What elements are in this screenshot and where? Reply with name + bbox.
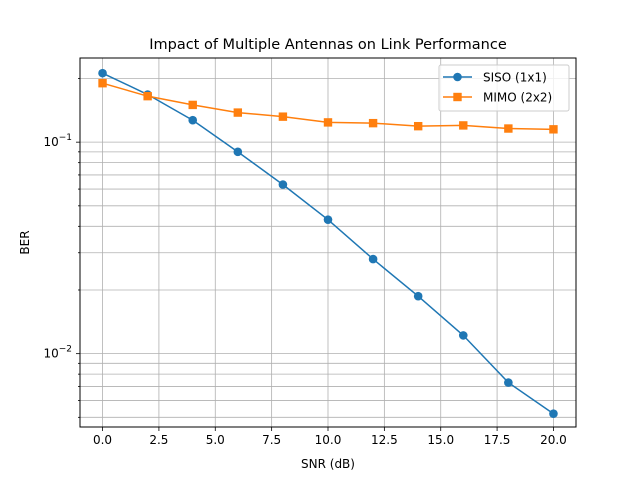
legend: SISO (1x1) MIMO (2x2) bbox=[438, 64, 570, 112]
plot-lines bbox=[98, 68, 558, 419]
x-tick-label: 15.0 bbox=[427, 433, 454, 447]
data-point bbox=[549, 409, 558, 419]
y-tick-exponent: −1 bbox=[59, 133, 72, 143]
data-point bbox=[323, 215, 333, 224]
y-tick-base: 10 bbox=[43, 135, 58, 149]
legend-marker bbox=[453, 72, 462, 82]
x-tick-label: 20.0 bbox=[540, 433, 567, 447]
data-point bbox=[368, 254, 378, 264]
legend-marker bbox=[453, 92, 462, 102]
data-point bbox=[143, 91, 152, 101]
chart-title: Impact of Multiple Antennas on Link Perf… bbox=[149, 37, 507, 53]
series-1 bbox=[98, 68, 558, 419]
legend-label: MIMO (2x2) bbox=[483, 91, 552, 105]
x-tick-label: 12.5 bbox=[371, 433, 398, 447]
grid bbox=[80, 58, 576, 427]
y-tick-exponent: −2 bbox=[59, 345, 72, 355]
data-point bbox=[188, 100, 197, 110]
legend-label: SISO (1x1) bbox=[483, 71, 547, 85]
legend-entries: SISO (1x1) MIMO (2x2) bbox=[443, 71, 552, 105]
data-point bbox=[413, 121, 423, 131]
data-point bbox=[278, 112, 288, 121]
y-tick-label: 10−2 bbox=[43, 345, 72, 361]
x-tick-label: 0.0 bbox=[93, 433, 112, 447]
data-point bbox=[549, 125, 558, 134]
data-point bbox=[413, 291, 423, 301]
y-axis-label: BER bbox=[18, 230, 32, 254]
x-ticks: 0.0 2.5 5.0 7.5 10.0 12.5 15.0 17.5 20.0 bbox=[93, 427, 567, 447]
data-point bbox=[323, 118, 333, 127]
x-axis-label: SNR (dB) bbox=[301, 457, 355, 471]
legend-entry-2: MIMO (2x2) bbox=[443, 91, 552, 105]
data-point bbox=[504, 124, 513, 133]
data-point bbox=[233, 108, 243, 117]
data-point bbox=[278, 180, 288, 189]
data-point bbox=[233, 147, 243, 157]
y-tick-base: 10 bbox=[43, 347, 58, 361]
x-tick-label: 2.5 bbox=[149, 433, 168, 447]
data-point bbox=[368, 118, 378, 128]
data-point bbox=[458, 331, 468, 340]
x-tick-label: 10.0 bbox=[315, 433, 342, 447]
data-point bbox=[98, 79, 107, 88]
data-point bbox=[459, 121, 468, 130]
y-ticks: 10−110−2 bbox=[43, 78, 80, 418]
data-point bbox=[98, 68, 107, 78]
data-point bbox=[188, 115, 198, 125]
x-tick-label: 7.5 bbox=[262, 433, 281, 447]
series-2 bbox=[98, 79, 558, 134]
y-tick-label: 10−1 bbox=[43, 133, 72, 149]
legend-entry-1: SISO (1x1) bbox=[443, 71, 547, 85]
data-point bbox=[504, 378, 513, 387]
x-tick-label: 17.5 bbox=[484, 433, 511, 447]
x-tick-label: 5.0 bbox=[206, 433, 225, 447]
